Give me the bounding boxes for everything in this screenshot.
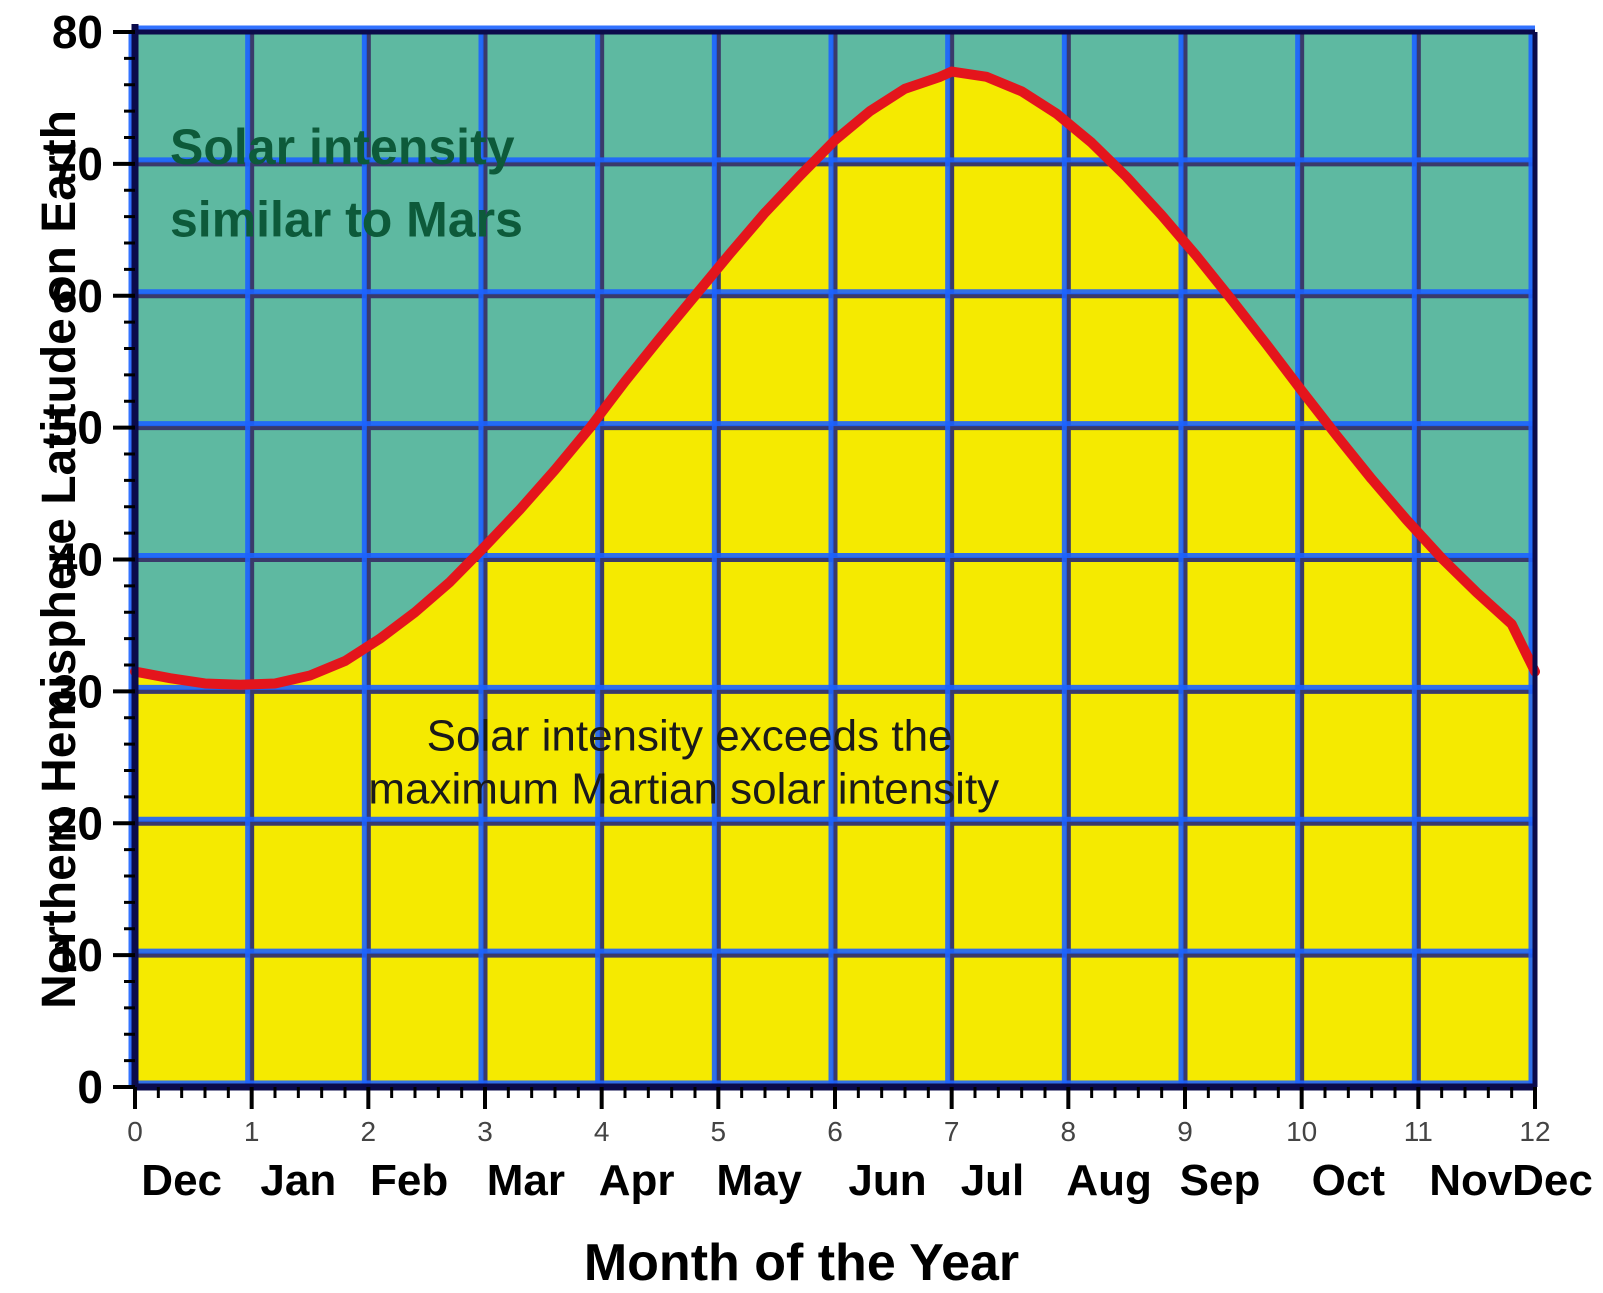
x-tick-index: 0 (127, 1116, 143, 1147)
month-label: Aug (1066, 1156, 1152, 1205)
x-tick-index: 4 (594, 1116, 610, 1147)
annotation-lower: maximum Martian solar intensity (368, 764, 999, 813)
annotation-upper: Solar intensity (170, 119, 515, 175)
y-axis-title: Northern Hemisphere Latitude on Earth (32, 32, 87, 1087)
month-label: May (716, 1156, 802, 1205)
x-tick-index: 7 (944, 1116, 960, 1147)
chart-svg: 010203040506070800123456789101112DecJanF… (0, 0, 1603, 1288)
x-tick-index: 9 (1177, 1116, 1193, 1147)
month-label: Jan (260, 1156, 336, 1205)
x-tick-index: 5 (711, 1116, 727, 1147)
x-tick-index: 2 (361, 1116, 377, 1147)
month-label: Mar (487, 1156, 565, 1205)
x-tick-index: 12 (1519, 1116, 1550, 1147)
x-tick-index: 10 (1286, 1116, 1317, 1147)
annotation-upper: similar to Mars (170, 191, 523, 247)
month-label: Jul (961, 1156, 1025, 1205)
chart-container: 010203040506070800123456789101112DecJanF… (0, 0, 1603, 1288)
annotation-lower: Solar intensity exceeds the (427, 712, 953, 761)
x-axis-title: Month of the Year (0, 1233, 1603, 1293)
x-tick-index: 8 (1061, 1116, 1077, 1147)
month-label: Feb (370, 1156, 448, 1205)
month-label: Oct (1312, 1156, 1386, 1205)
month-label: Apr (599, 1156, 675, 1205)
x-tick-index: 6 (827, 1116, 843, 1147)
month-label: Nov (1429, 1156, 1513, 1205)
x-tick-index: 11 (1404, 1116, 1433, 1147)
month-label: Jun (848, 1156, 926, 1205)
month-label: Dec (141, 1156, 222, 1205)
month-label: Sep (1180, 1156, 1261, 1205)
x-tick-index: 3 (477, 1116, 493, 1147)
x-tick-index: 1 (244, 1116, 260, 1147)
month-label: Dec (1512, 1156, 1593, 1205)
